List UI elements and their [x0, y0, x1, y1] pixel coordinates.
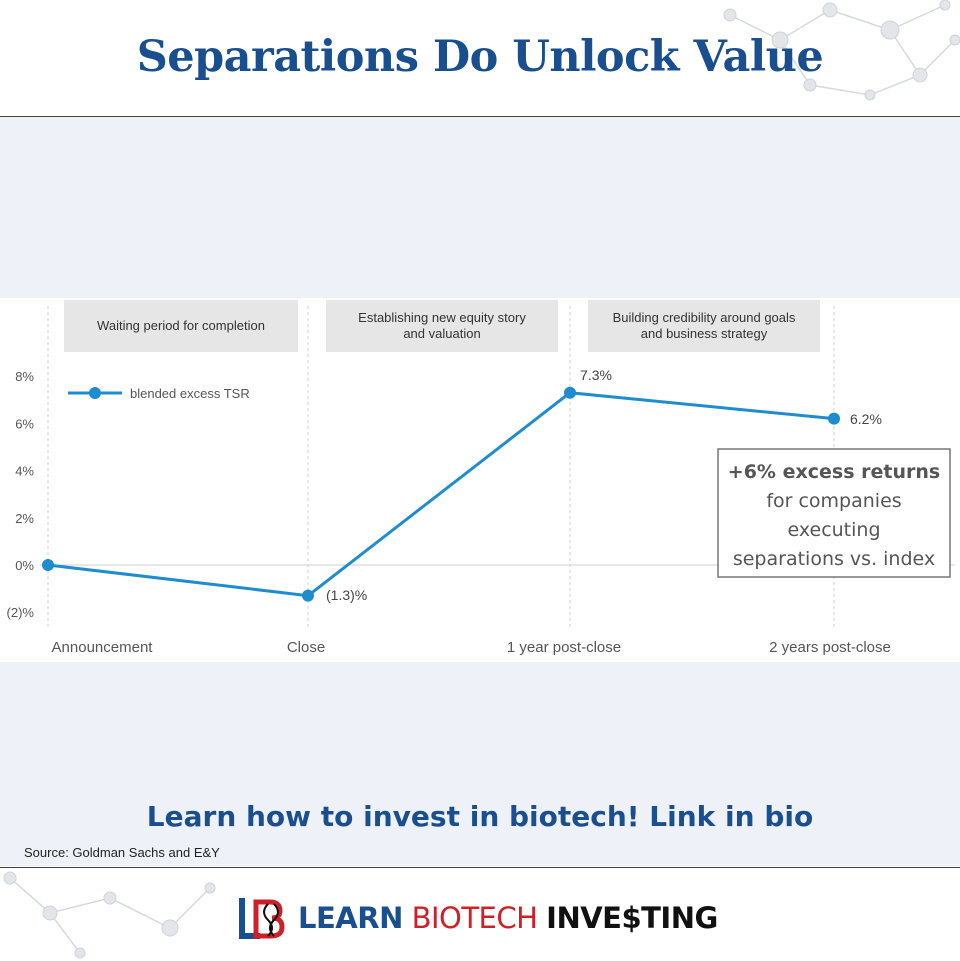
y-tick-label-1: 6% [15, 416, 34, 431]
legend-marker [89, 387, 101, 399]
phase-label-1-0: Establishing new equity story [358, 310, 526, 325]
y-tick-label-4: 0% [15, 558, 34, 573]
data-point-1 [302, 589, 314, 602]
molecule-decoration [723, 0, 960, 101]
phase-label-0: Waiting period for completion [97, 318, 265, 333]
data-point-3 [828, 412, 840, 425]
data-label-3: 6.2% [850, 411, 882, 427]
phase-box-2 [588, 300, 820, 352]
lb-logo-icon [239, 898, 285, 939]
molecule-decoration-footer [3, 871, 216, 959]
callout-box [717, 448, 951, 578]
brand-word-learn: LEARN [298, 901, 403, 935]
phase-label-2-0: Building credibility around goals [613, 310, 796, 325]
cta-text: Learn how to invest in biotech! Link in … [146, 800, 814, 833]
phase-label-2-1: and business strategy [641, 326, 768, 341]
footer: LEARN BIOTECH INVE$TING [0, 867, 960, 961]
brand-word-biotech: BIOTECH [411, 901, 538, 935]
page-title: Separations Do Unlock Value [136, 32, 824, 82]
brand-wordmark: LEARN BIOTECH INVE$TING [298, 901, 718, 935]
x-tick-label-3: 2 years post-close [769, 639, 891, 656]
x-tick-label-0: Announcement [52, 639, 154, 656]
phase-box-0 [64, 300, 298, 352]
y-tick-label-0: 8% [15, 369, 34, 384]
legend-label: blended excess TSR [130, 386, 250, 401]
phase-label-1-1: and valuation [403, 326, 480, 341]
brand-word-investing: INVE$TING [546, 901, 718, 935]
header: Separations Do Unlock Value [0, 0, 960, 117]
callout-line-0: +6% excess returns [728, 461, 940, 483]
brand-logo[interactable]: LEARN BIOTECH INVE$TING [238, 896, 718, 940]
data-point-0 [42, 559, 54, 571]
x-tick-label-1: Close [287, 639, 325, 656]
phase-box-1 [326, 300, 558, 352]
y-tick-label-3: 2% [15, 511, 34, 526]
x-tick-label-2: 1 year post-close [507, 639, 621, 656]
series-line [47, 391, 835, 598]
tsr-line-chart: Waiting period for completion Establishin… [7, 300, 955, 656]
data-point-2 [564, 386, 576, 399]
chart-panel: Waiting period for completion Establishin… [0, 298, 960, 662]
y-tick-label-2: 4% [15, 464, 34, 479]
source-note: Source: Goldman Sachs and E&Y [24, 845, 220, 860]
callout-line-2: executing [787, 519, 880, 541]
data-label-2: 7.3% [580, 367, 612, 383]
y-tick-label-5: (2)% [7, 605, 35, 620]
data-label-1: (1.3)% [326, 587, 367, 603]
callout-line-3: separations vs. index [733, 548, 935, 570]
callout-line-1: for companies [766, 490, 901, 512]
